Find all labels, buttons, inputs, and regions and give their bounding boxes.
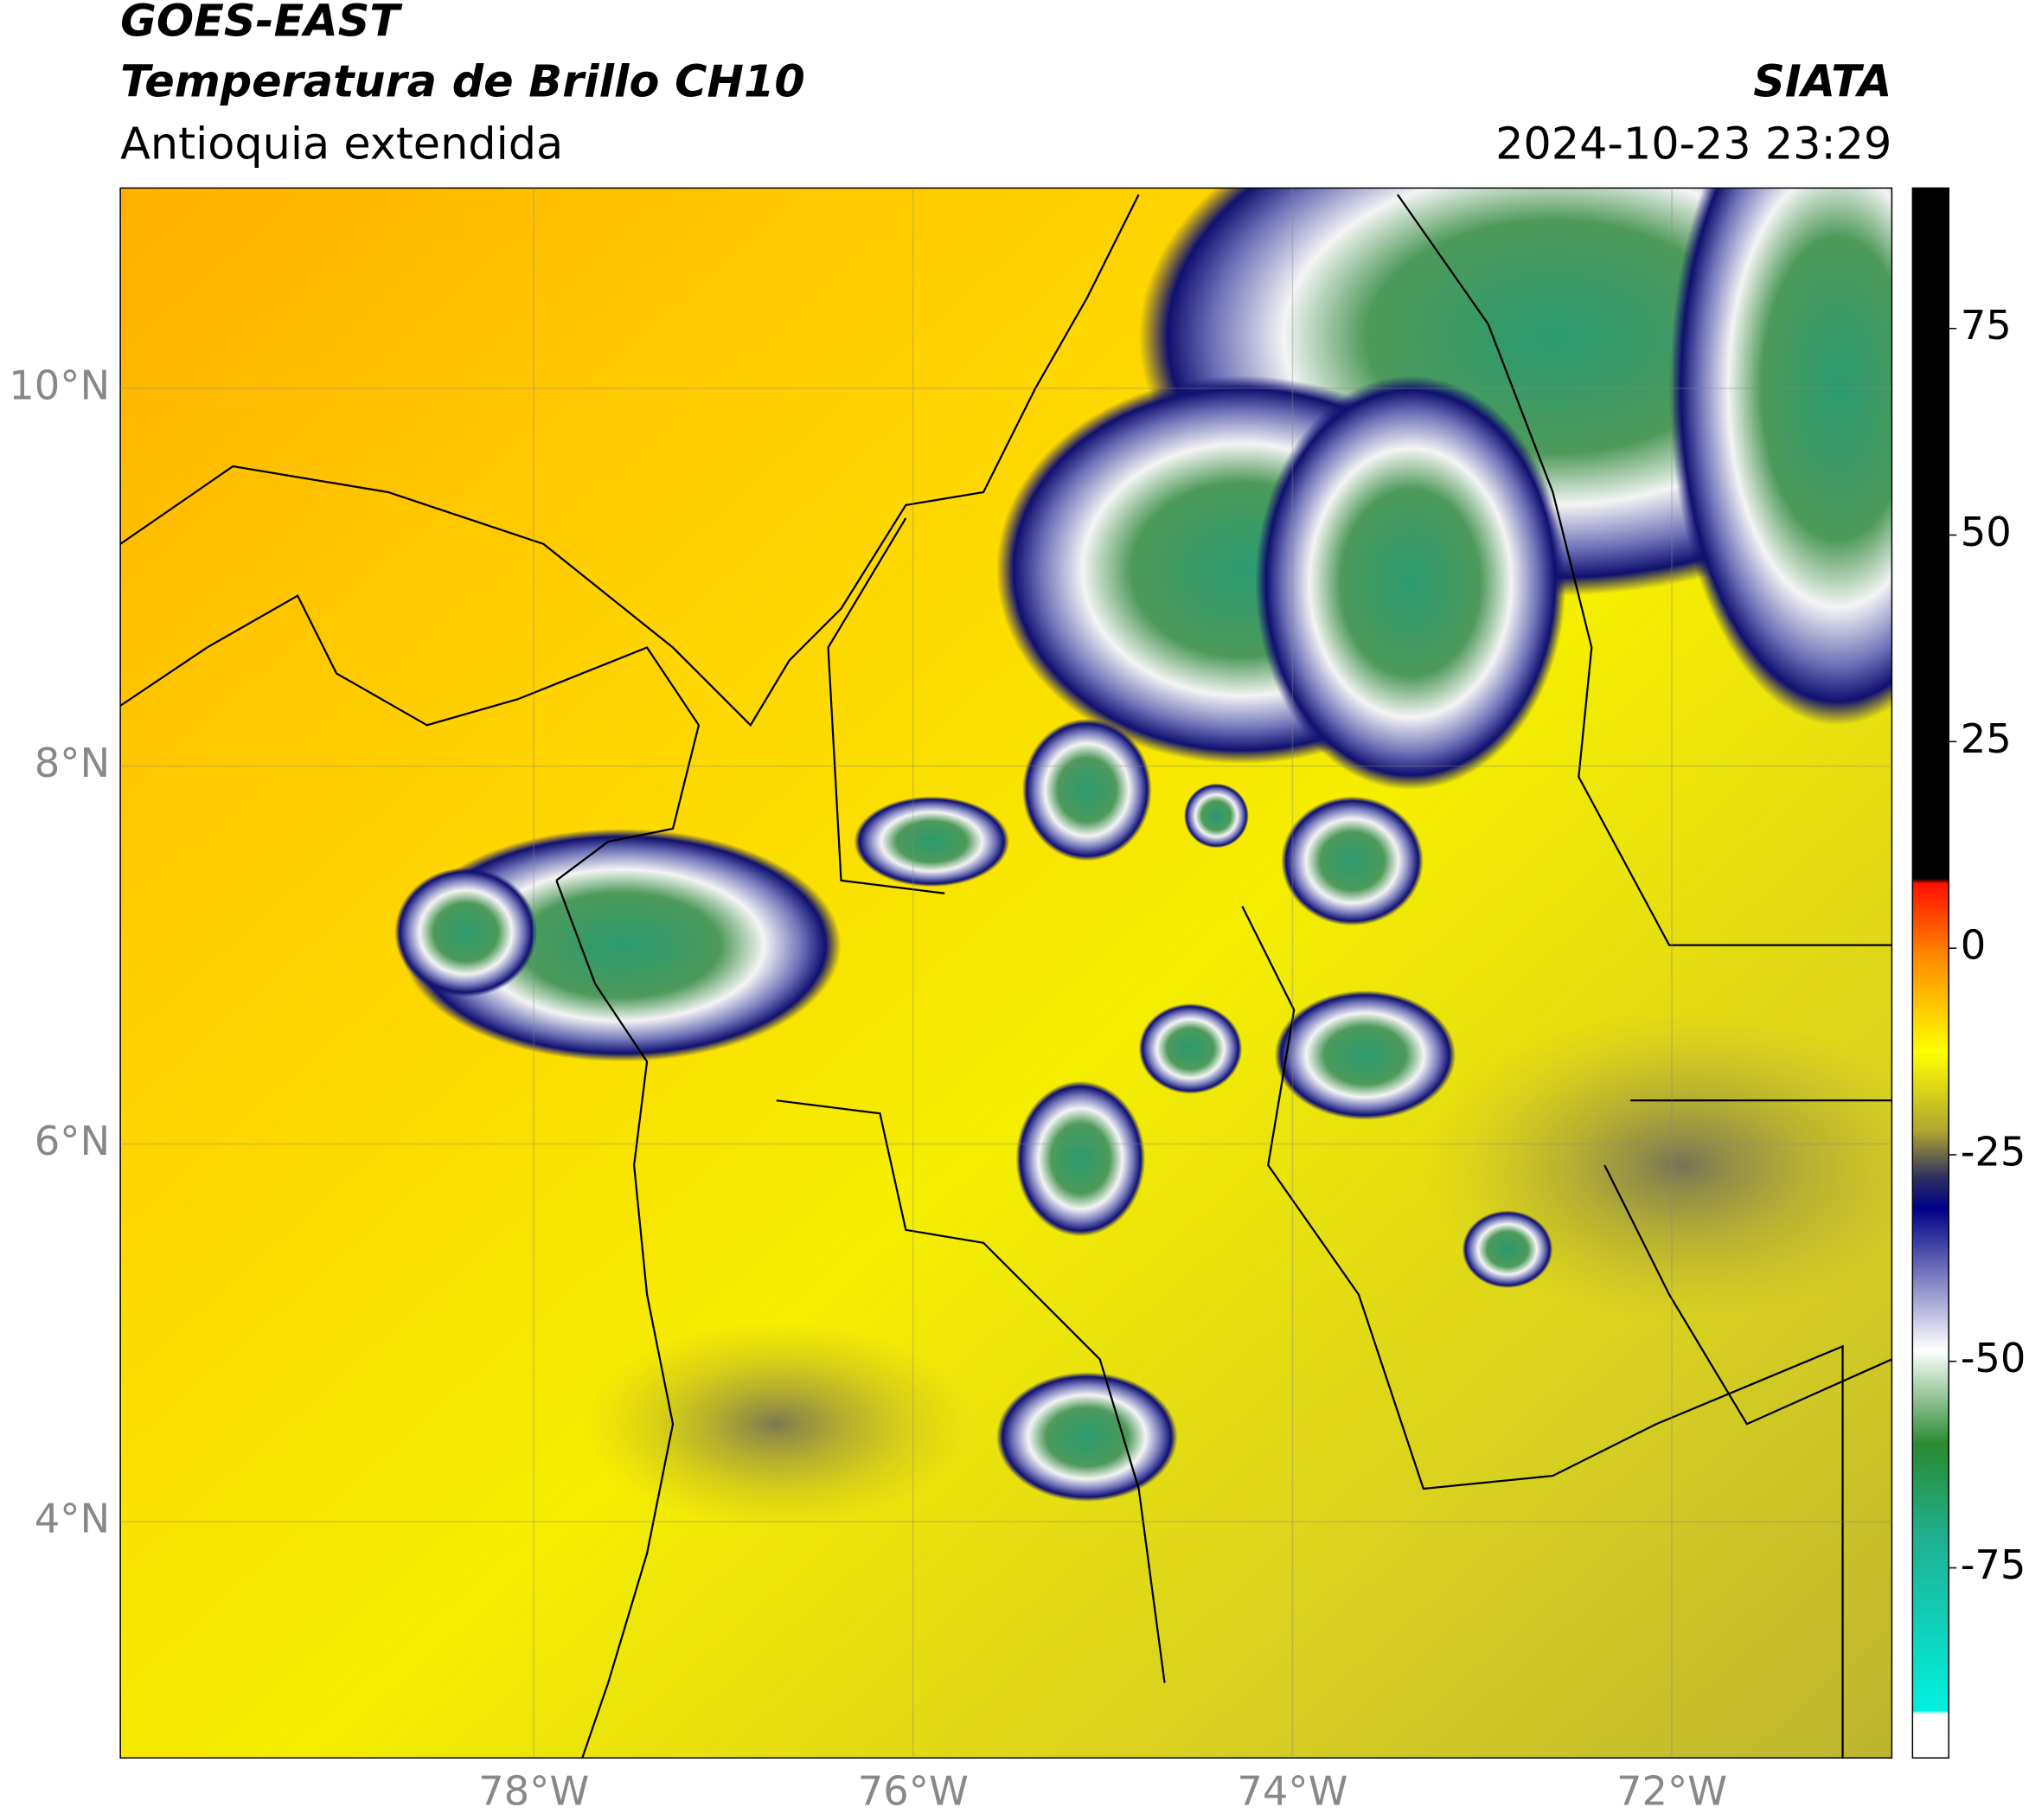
colorbar xyxy=(1911,187,1949,1759)
lat-tick-label: 8°N xyxy=(35,740,110,786)
lon-tick-label: 76°W xyxy=(858,1768,969,1815)
lon-tick-label: 74°W xyxy=(1237,1768,1347,1815)
region: Antioquia extendida xyxy=(120,119,563,170)
lat-tick-label: 6°N xyxy=(35,1118,110,1164)
map-frame xyxy=(119,187,1893,1759)
subtitle: Temperatura de Brillo CH10 xyxy=(120,56,805,107)
colorbar-tick-label: 75 xyxy=(1961,302,2012,349)
colorbar-tick-label: 25 xyxy=(1961,715,2012,762)
lon-tick-label: 78°W xyxy=(478,1768,589,1815)
title: GOES-EAST xyxy=(120,0,403,46)
colorbar-tick-label: -50 xyxy=(1961,1335,2026,1381)
map-image xyxy=(120,188,1892,1759)
lat-tick-label: 4°N xyxy=(35,1496,110,1542)
source: SIATA xyxy=(1753,56,1891,107)
colorbar-tick-label: 50 xyxy=(1961,509,2012,555)
datetime: 2024-10-23 23:29 xyxy=(1495,119,1891,170)
colorbar-tick-label: -25 xyxy=(1961,1128,2026,1175)
lat-tick-label: 10°N xyxy=(9,362,110,408)
colorbar-tick-label: 0 xyxy=(1961,922,1987,969)
colorbar-tick-label: -75 xyxy=(1961,1541,2026,1588)
lon-tick-label: 72°W xyxy=(1616,1768,1727,1815)
